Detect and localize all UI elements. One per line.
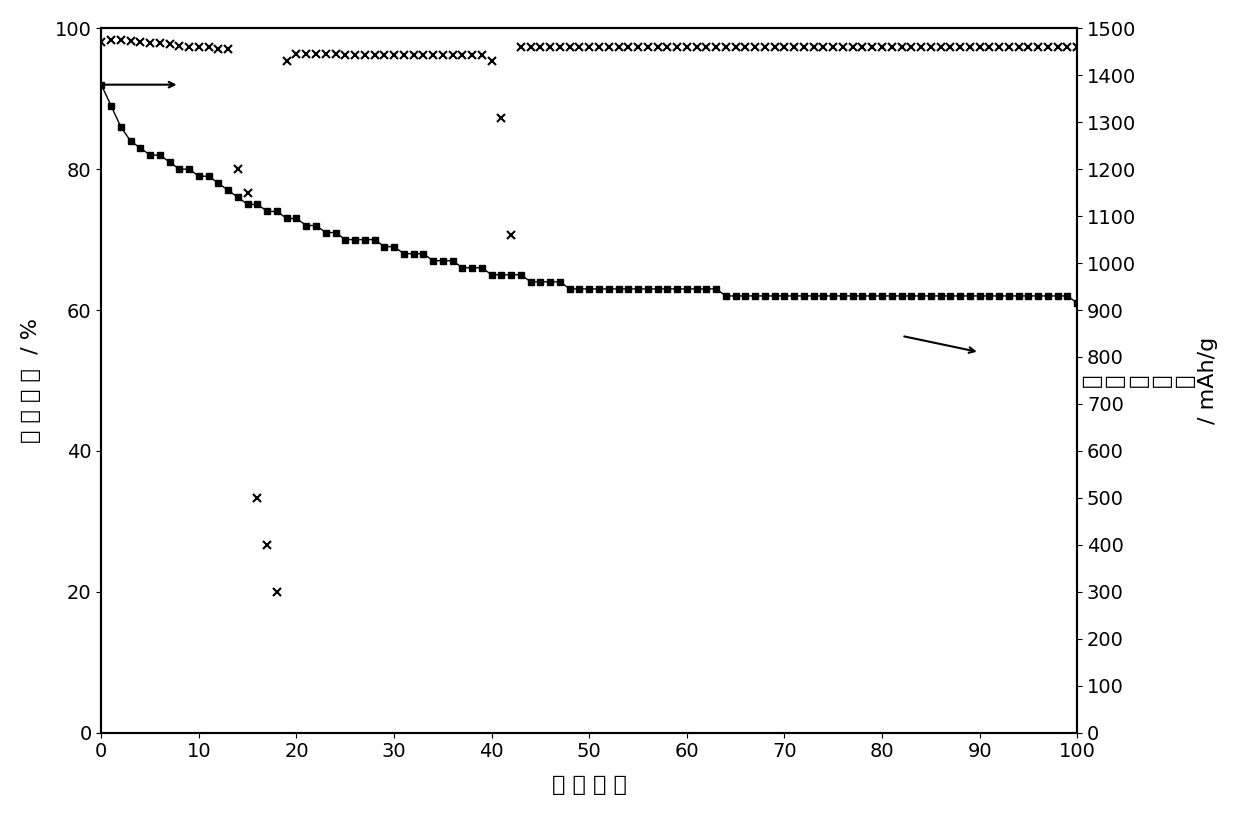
- X-axis label: 循 环 次 数: 循 环 次 数: [551, 775, 627, 795]
- Y-axis label: 放
电
比
容
量
/ mAh/g: 放 电 比 容 量 / mAh/g: [1082, 337, 1218, 424]
- Y-axis label: 库 伦 效 率  / %: 库 伦 效 率 / %: [21, 318, 41, 443]
